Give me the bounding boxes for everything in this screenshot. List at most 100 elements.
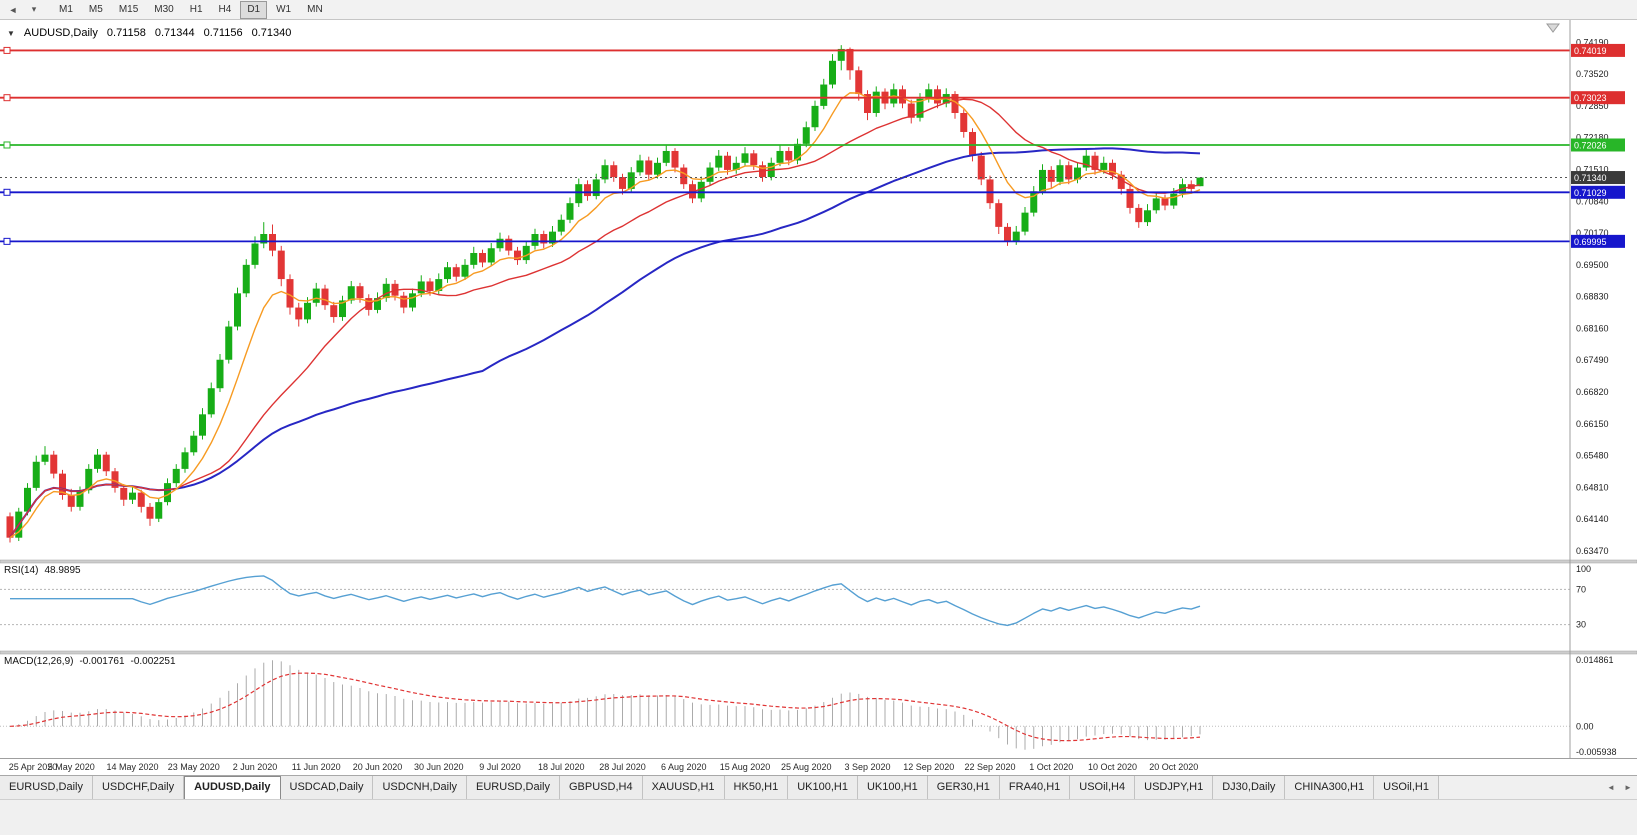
line-handle[interactable] — [3, 237, 11, 245]
date-axis-label: 25 Aug 2020 — [781, 762, 832, 772]
candle-body — [557, 219, 565, 232]
candle-body — [584, 184, 591, 197]
line-handle[interactable] — [3, 46, 11, 54]
chart-tab-eurusd-daily[interactable]: EURUSD,Daily — [0, 776, 93, 799]
price-axis-label: 0.69500 — [1576, 260, 1609, 270]
rsi-axis-label: 70 — [1576, 584, 1586, 594]
candle-body — [356, 286, 364, 299]
price-axis-label: 0.67490 — [1576, 355, 1609, 365]
candle-body — [269, 234, 276, 251]
price-axis-label: 0.65480 — [1576, 451, 1609, 461]
candle-body — [1109, 162, 1116, 175]
chart-tab-usdcnh-daily[interactable]: USDCNH,Daily — [373, 776, 468, 799]
timeframe-button-mn[interactable]: MN — [307, 3, 323, 15]
date-axis-label: 23 May 2020 — [168, 762, 220, 772]
chart-area[interactable]: 100 70 30 0.014861 0.00 -0.005938 0.74190 0.735… — [0, 20, 1637, 775]
macd-axis-label: 0.014861 — [1576, 655, 1614, 665]
price-chart[interactable]: 100 70 30 0.014861 0.00 -0.005938 0.74190 0.735… — [0, 20, 1637, 775]
price-badge — [1571, 91, 1625, 105]
candle-body — [820, 84, 828, 106]
candle-body — [496, 238, 504, 249]
chart-tab-usoil-h1[interactable]: USOil,H1 — [1374, 776, 1439, 799]
candle-body — [6, 516, 14, 538]
price-badge — [1571, 171, 1625, 185]
chart-tab-eurusd-daily[interactable]: EURUSD,Daily — [467, 776, 560, 799]
timeframe-button-h1[interactable]: H1 — [189, 3, 203, 15]
timeframe-button-m30[interactable]: M30 — [154, 3, 174, 15]
candle-body — [1117, 174, 1125, 189]
candle-body — [522, 245, 530, 261]
candle-body — [251, 243, 259, 265]
rsi-line — [10, 575, 1201, 627]
candle-body — [120, 487, 128, 500]
candle-body — [1161, 198, 1169, 206]
chart-tab-hk50-h1[interactable]: HK50,H1 — [724, 776, 789, 799]
candle-body — [575, 184, 583, 204]
candle-body — [444, 267, 451, 280]
line-handle[interactable] — [3, 188, 11, 196]
chart-tab-usdcad-daily[interactable]: USDCAD,Daily — [280, 776, 374, 799]
timeframe-button-m5[interactable]: M5 — [88, 3, 103, 15]
chart-tab-gbpusd-h4[interactable]: GBPUSD,H4 — [560, 776, 643, 799]
chart-shift-marker[interactable] — [1546, 23, 1560, 33]
chart-tab-xauusd-h1[interactable]: XAUUSD,H1 — [642, 776, 725, 799]
price-badge — [1571, 234, 1625, 248]
price-badge-label: 0.71340 — [1574, 173, 1607, 183]
tab-scroll-left-icon[interactable]: ◄ — [1607, 783, 1615, 792]
candle-body — [94, 454, 101, 469]
price-axis-label: 0.66150 — [1576, 419, 1609, 429]
chart-tab-china300-h1[interactable]: CHINA300,H1 — [1285, 776, 1375, 799]
timeframe-button-d1[interactable]: D1 — [240, 0, 268, 19]
price-axis-label: 0.72850 — [1576, 101, 1609, 111]
tab-scroll-right-icon[interactable]: ► — [1624, 783, 1632, 792]
candle-body — [837, 48, 845, 61]
chart-tab-ger30-h1[interactable]: GER30,H1 — [927, 776, 1000, 799]
rsi-axis-label: 30 — [1576, 620, 1586, 630]
candle-body — [50, 454, 58, 474]
chart-tab-fra40-h1[interactable]: FRA40,H1 — [999, 776, 1071, 799]
candle-body — [636, 160, 644, 173]
line-handle[interactable] — [3, 94, 11, 102]
pane-separator[interactable] — [0, 650, 1637, 655]
price-axis-label: 0.70170 — [1576, 228, 1609, 238]
chart-tab-uk100-h1[interactable]: UK100,H1 — [857, 776, 928, 799]
timeframe-button-m1[interactable]: M1 — [59, 3, 73, 15]
timeframe-button-h4[interactable]: H4 — [218, 3, 232, 15]
date-axis-label: 25 Apr 2020 — [9, 762, 58, 772]
chart-tab-usdchf-daily[interactable]: USDCHF,Daily — [92, 776, 185, 799]
chart-tab-uk100-h1[interactable]: UK100,H1 — [788, 776, 858, 799]
pane-separator[interactable] — [0, 559, 1637, 564]
candle-body — [514, 250, 521, 261]
date-axis-label: 30 Jun 2020 — [414, 762, 464, 772]
timeframe-button-w1[interactable]: W1 — [276, 3, 292, 15]
date-axis-label: 1 Oct 2020 — [1029, 762, 1073, 772]
candle-body — [435, 279, 443, 291]
price-badge — [1571, 43, 1625, 57]
candle-body — [654, 162, 661, 175]
candle-body — [785, 150, 793, 161]
timeframe-dropdown-icon[interactable]: ▾ — [24, 2, 44, 18]
candle-body — [24, 487, 31, 512]
chart-tab-dj30-daily[interactable]: DJ30,Daily — [1213, 776, 1286, 799]
timeframe-button-m15[interactable]: M15 — [118, 3, 139, 15]
tab-scroll-controls: ◄ ► — [1605, 776, 1634, 799]
candle-body — [59, 473, 66, 495]
chart-tab-audusd-daily[interactable]: AUDUSD,Daily — [184, 776, 281, 799]
line-handle[interactable] — [3, 141, 11, 149]
candle-body — [1039, 169, 1046, 192]
indicator-layer: 100 70 30 — [0, 564, 1591, 750]
candle-body — [706, 167, 714, 182]
candle-body — [234, 293, 241, 327]
date-axis-label: 20 Jun 2020 — [353, 762, 403, 772]
chart-tab-usdjpy-h1[interactable]: USDJPY,H1 — [1135, 776, 1214, 799]
chart-tab-usoil-h4[interactable]: USOil,H4 — [1070, 776, 1136, 799]
candle-body — [1170, 193, 1178, 206]
candles-layer — [6, 45, 1204, 543]
candle-body — [995, 203, 1003, 227]
candle-body — [1196, 177, 1204, 187]
candle-body — [382, 283, 390, 299]
price-axis-label: 0.71510 — [1576, 164, 1609, 174]
candle-body — [592, 179, 600, 197]
scroll-left-icon[interactable]: ◄ — [3, 2, 23, 18]
